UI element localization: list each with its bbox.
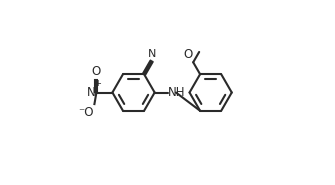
Text: NH: NH xyxy=(168,86,186,99)
Text: ⁻O: ⁻O xyxy=(78,106,94,119)
Text: O: O xyxy=(92,65,101,78)
Text: +: + xyxy=(94,80,101,88)
Text: N: N xyxy=(87,86,96,99)
Text: O: O xyxy=(183,48,193,61)
Text: N: N xyxy=(148,49,157,59)
